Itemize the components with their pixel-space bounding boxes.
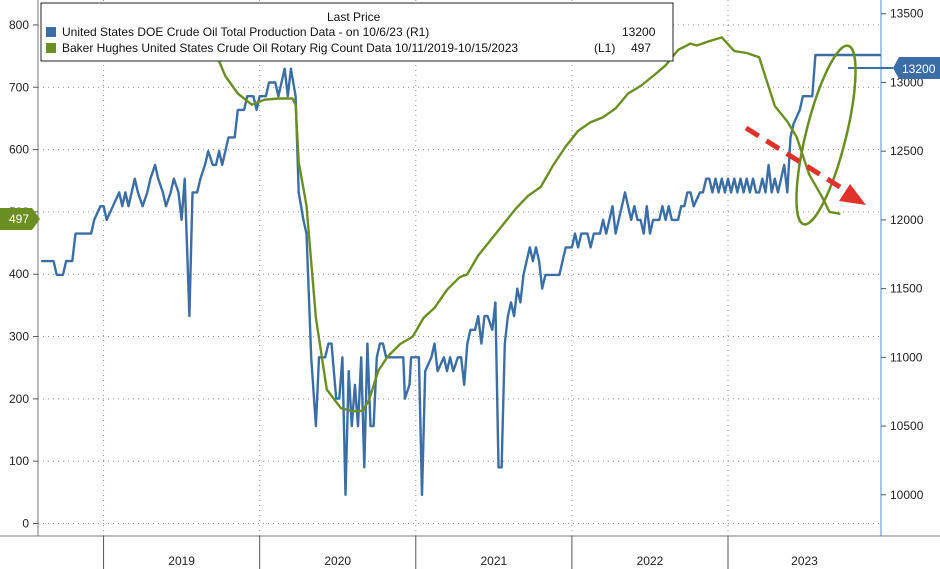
legend-box — [40, 2, 674, 62]
left-tick-label: 800 — [9, 18, 29, 32]
right-tick-label: 12000 — [890, 213, 924, 227]
left-tick-label: 700 — [9, 80, 29, 94]
left-tick-label: 0 — [22, 517, 29, 531]
svg-text:497: 497 — [9, 212, 29, 226]
series-line-us-crude-production — [41, 53, 881, 496]
left-tick-label: 200 — [9, 392, 29, 406]
chart-legend: Last Price United States DOE Crude Oil T… — [40, 2, 674, 62]
plot-area — [38, 0, 881, 536]
year-label: 2020 — [324, 554, 351, 568]
left-tick-label: 600 — [9, 143, 29, 157]
year-label: 2021 — [480, 554, 507, 568]
left-last-value-badge: 497 — [0, 208, 40, 230]
left-axis-ticks: 8007006005004003002001000 — [9, 18, 38, 531]
x-axis-years: 2019 2020 2021 2022 2023 — [103, 536, 818, 569]
year-label: 2019 — [168, 554, 195, 568]
legend-value-production: 13200 — [622, 25, 656, 39]
right-tick-label: 12500 — [890, 144, 924, 158]
right-tick-label: 10500 — [890, 419, 924, 433]
year-label: 2022 — [637, 554, 664, 568]
left-tick-label: 100 — [9, 454, 29, 468]
right-tick-label: 11500 — [890, 282, 923, 296]
right-tick-label: 11000 — [890, 350, 923, 364]
highlight-ellipse-annotation — [795, 44, 857, 226]
legend-label-rig-count: Baker Hughes United States Crude Oil Rot… — [62, 41, 518, 55]
right-tick-label: 13500 — [890, 7, 924, 21]
svg-text:13200: 13200 — [902, 62, 936, 76]
legend-title: Last Price — [327, 10, 381, 24]
legend-label-production: United States DOE Crude Oil Total Produc… — [62, 25, 429, 39]
legend-value-rig-count: 497 — [631, 41, 651, 55]
left-tick-label: 400 — [9, 267, 29, 281]
legend-axis-tag-rig-count: (L1) — [594, 41, 615, 55]
year-label: 2023 — [791, 554, 818, 568]
left-tick-label: 300 — [9, 330, 29, 344]
legend-swatch-rig-count — [46, 43, 56, 53]
legend-swatch-production — [46, 27, 56, 37]
right-tick-label: 10000 — [890, 488, 924, 502]
downtrend-arrow-annotation — [744, 125, 866, 205]
series-line-rig-count — [213, 36, 841, 413]
right-last-value-badge: 13200 — [893, 57, 940, 79]
